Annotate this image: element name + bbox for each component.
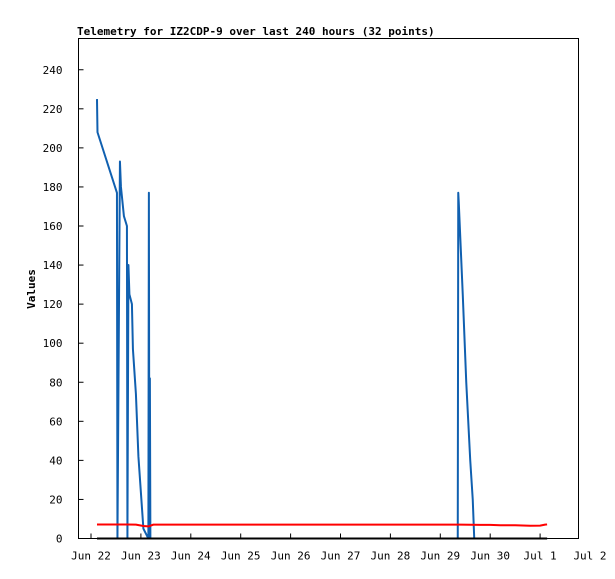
series-line-1 <box>95 99 548 540</box>
y-axis: 0 20 40 60 80 100 120 140 160 180 200 220 240 <box>43 64 84 546</box>
y-tick-label: 100 <box>43 337 63 350</box>
y-tick-label: 60 <box>49 415 62 428</box>
y-tick-label: 40 <box>49 454 62 467</box>
y-tick-label: 0 <box>56 533 63 546</box>
x-tick-label: Jun 22 <box>71 550 111 563</box>
y-tick-label: 220 <box>43 103 63 116</box>
y-tick-label: 140 <box>43 259 63 272</box>
series-line-2 <box>96 523 548 528</box>
x-tick-label: Jun 23 <box>121 550 161 563</box>
y-tick-label: 240 <box>43 64 63 77</box>
y-tick-label: 120 <box>43 298 63 311</box>
x-tick-label: Jun 24 <box>171 550 211 563</box>
x-tick-label: Jun 29 <box>420 550 460 563</box>
x-tick-label: Jun 27 <box>321 550 361 563</box>
x-axis: Jun 22 Jun 23 Jun 24 Jun 25 Jun 26 Jun 27 Jun … <box>71 533 607 563</box>
y-tick-label: 20 <box>49 493 62 506</box>
x-tick-label: Jul 1 <box>524 550 557 563</box>
x-tick-label: Jun 26 <box>271 550 311 563</box>
y-tick-label: 80 <box>49 376 62 389</box>
y-tick-label: 180 <box>43 181 63 194</box>
y-tick-label: 160 <box>43 220 63 233</box>
x-tick-label: Jun 28 <box>371 550 411 563</box>
series-layer <box>95 99 548 540</box>
x-tick-label: Jul 2 <box>573 550 606 563</box>
x-tick-label: Jun 25 <box>221 550 261 563</box>
plot-area <box>78 38 579 539</box>
x-tick-label: Jun 30 <box>470 550 510 563</box>
chart-title: Telemetry for IZ2CDP-9 over last 240 hou… <box>77 25 435 38</box>
y-tick-label: 200 <box>43 142 63 155</box>
y-axis-label: Values <box>25 269 38 309</box>
